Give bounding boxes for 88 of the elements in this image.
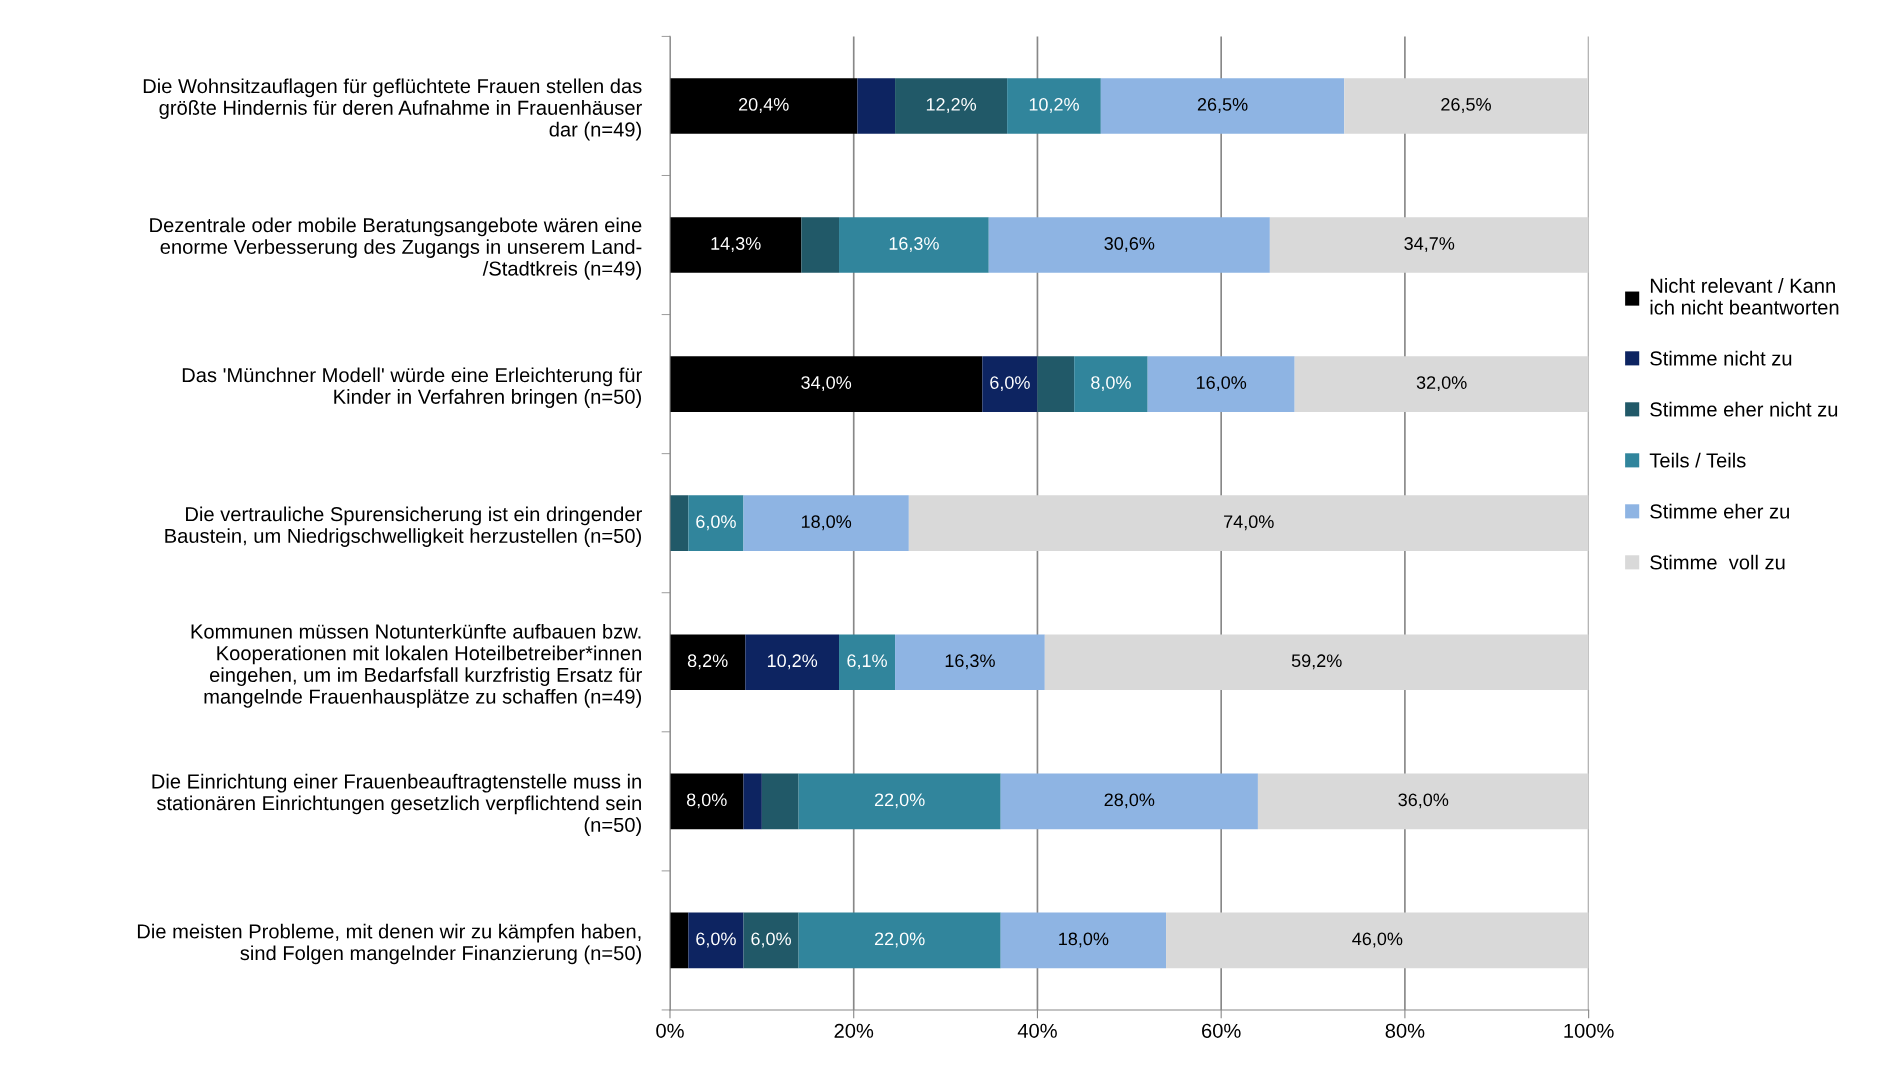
data-label: 26,5% [1197, 98, 1248, 113]
data-label: 20,4% [739, 98, 789, 113]
bar [1257, 773, 1589, 830]
y-tick-label: Dezentrale oder mobile Beratungsangebote wären eine enorme Verbesserung des Zugangs in unserem Land- /Stadtkreis (n=49) [150, 217, 642, 280]
legend-label: Stimme eher nicht zu [1650, 401, 1838, 417]
y-tick-label: Kommunen müssen Notunterkünfte aufbauen bzw. Kooperationen mit lokalen Hoteilbetreiber*innen eingehen, um im Bedarfsfall kurzfristig Ersatz für mangelnde Frauenhausplätze zu schaffen (n=49) [191, 623, 642, 708]
legend-label: Teils / Teils [1649, 452, 1746, 468]
x-tick-label: 100% [1564, 1023, 1614, 1038]
bar [669, 634, 746, 691]
data-label: 8,0% [1091, 376, 1131, 392]
data-label: 14,3% [711, 237, 761, 253]
legend-label: Stimme eher zu [1650, 503, 1789, 519]
bar [743, 773, 762, 830]
data-label: 6,1% [847, 654, 887, 670]
legend-label: Stimme nicht zu [1650, 350, 1792, 366]
bar [1166, 912, 1589, 969]
bar [1147, 356, 1295, 412]
data-label: 22,0% [874, 793, 925, 809]
bar [669, 912, 689, 969]
data-label: 6,0% [751, 932, 791, 948]
x-tick-label: 60% [1202, 1023, 1241, 1038]
bar [895, 78, 1008, 134]
data-label: 22,0% [874, 932, 925, 948]
bar [669, 773, 744, 830]
data-label: 16,0% [1196, 376, 1247, 392]
data-label: 16,3% [889, 237, 939, 253]
x-tick-label: 0% [656, 1023, 684, 1038]
data-label: 8,2% [687, 654, 728, 670]
y-tick-label: Die meisten Probleme, mit denen wir zu kämpfen haben, sind Folgen mangelnder Finanzierung (n=50) [137, 923, 641, 965]
bar [1074, 356, 1148, 412]
bar [1344, 78, 1588, 134]
bar [669, 356, 983, 412]
data-label: 28,0% [1104, 793, 1155, 809]
y-tick-label: Die Einrichtung einer Frauenbeauftragtenstelle muss in stationären Einrichtungen gesetzlich verpflichtend sein (n=50) [152, 773, 641, 836]
data-label: 36,0% [1398, 793, 1449, 809]
data-label: 30,6% [1104, 237, 1155, 253]
bar [798, 773, 1001, 830]
y-tick-label: Das 'Münchner Modell' würde eine Erleichterung für Kinder in Verfahren bringen (n=50) [182, 367, 642, 408]
bar [1000, 912, 1167, 969]
data-label: 10,2% [1029, 98, 1079, 113]
y-tick-label: Die vertrauliche Spurensicherung ist ein dringender Baustein, um Niedrigschwelligkeit herzustellen (n=50) [165, 506, 642, 547]
bar [798, 912, 1001, 969]
data-label: 34,7% [1404, 237, 1455, 253]
data-label: 46,0% [1352, 932, 1403, 948]
bar [801, 217, 840, 273]
bar [1000, 773, 1258, 830]
bar [1044, 634, 1589, 691]
bar [669, 217, 802, 273]
bar [982, 356, 1038, 412]
bar [1294, 356, 1589, 412]
legend-label: Stimme voll zu [1650, 554, 1785, 570]
bar [743, 912, 799, 969]
data-label: 8,0% [686, 793, 727, 809]
data-label: 18,0% [1059, 932, 1109, 948]
data-label: 6,0% [696, 932, 736, 948]
bar [895, 634, 1045, 691]
data-label: 34,0% [801, 376, 852, 392]
legend-label: Nicht relevant / Kann ich nicht beantworten [1650, 278, 1839, 315]
x-tick-label: 80% [1385, 1023, 1425, 1038]
bar [688, 912, 744, 969]
y-tick-label: Die Wohnsitzauflagen für geflüchtete Frauen stellen das größte Hindernis für deren Aufnahme in Frauenhäuser dar (n=49) [143, 78, 642, 141]
bar [1037, 356, 1075, 412]
bar [1269, 217, 1589, 273]
bar [688, 495, 744, 551]
bar [908, 495, 1589, 551]
x-tick-label: 20% [834, 1023, 874, 1038]
bar [857, 78, 896, 134]
data-label: 10,2% [767, 654, 818, 670]
bar [839, 217, 989, 273]
bar [988, 217, 1270, 273]
bar [743, 495, 909, 551]
data-label: 12,2% [926, 98, 977, 113]
data-label: 59,2% [1291, 654, 1342, 670]
data-label: 32,0% [1416, 376, 1467, 392]
data-label: 26,5% [1441, 98, 1491, 113]
x-tick-label: 40% [1017, 1023, 1057, 1038]
bar [1007, 78, 1101, 134]
data-label: 16,3% [945, 654, 995, 670]
bar [1100, 78, 1345, 134]
data-label: 6,0% [990, 376, 1030, 392]
bar [669, 78, 858, 134]
data-label: 74,0% [1224, 515, 1274, 531]
bar [669, 495, 689, 551]
bar [839, 634, 896, 691]
bar [745, 634, 840, 691]
data-label: 18,0% [801, 515, 852, 531]
bar [761, 773, 799, 830]
data-label: 6,0% [696, 515, 736, 531]
